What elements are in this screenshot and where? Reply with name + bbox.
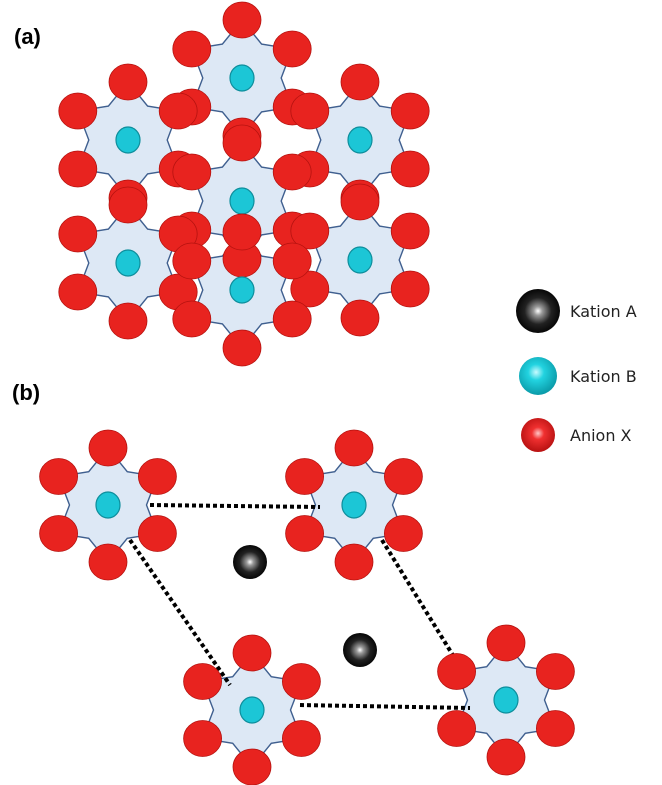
anion-x-a3 [222, 124, 262, 162]
anion-x-b0 [137, 458, 177, 495]
legend-marker-kation-b [519, 357, 557, 395]
anion-x-b1 [383, 515, 423, 552]
anion-x-b1 [285, 515, 325, 552]
anion-x-a6 [222, 329, 262, 367]
anion-x-a2 [340, 63, 380, 101]
anion-x-a5 [290, 270, 330, 308]
unit-cell-edge [149, 503, 321, 509]
anion-x-a3 [272, 153, 312, 191]
cation-a-0 [233, 545, 267, 579]
anion-x-a4 [108, 186, 148, 224]
anion-x-b0 [137, 515, 177, 552]
cation-b-b1 [341, 491, 367, 519]
anion-x-a2 [290, 92, 330, 130]
anion-x-b2 [232, 748, 272, 785]
anion-x-a3 [172, 153, 212, 191]
legend: Kation A Kation B Anion X [516, 289, 637, 452]
anion-x-a6 [272, 300, 312, 338]
anion-x-a1 [58, 150, 98, 188]
anion-x-a2 [390, 92, 430, 130]
legend-item-anion-x: Anion X [521, 418, 632, 452]
anion-x-a6 [272, 242, 312, 280]
cation-b-a4 [115, 249, 141, 277]
anion-x-b2 [281, 720, 321, 757]
panel-label-b: (b) [12, 380, 40, 405]
anion-x-b0 [39, 515, 78, 552]
anion-x-b0 [39, 458, 78, 495]
cation-b-b0 [95, 491, 121, 519]
anion-x-b2 [232, 634, 272, 672]
anion-x-b1 [383, 458, 423, 495]
anion-x-a5 [340, 299, 380, 337]
anion-x-b3 [536, 710, 575, 747]
anion-x-b1 [285, 458, 325, 495]
anion-x-b3 [437, 653, 477, 690]
cation-b-a1 [115, 126, 141, 154]
cation-b-a6 [229, 276, 255, 304]
anion-x-a6 [222, 213, 262, 251]
anion-x-a5 [290, 212, 330, 250]
anion-x-b3 [486, 738, 526, 776]
anion-x-a1 [58, 92, 98, 130]
legend-marker-kation-a [516, 289, 560, 333]
anion-x-a4 [58, 273, 98, 311]
anion-x-b2 [281, 663, 321, 700]
legend-label-kation-b: Kation B [570, 367, 637, 386]
anion-x-b1 [334, 429, 374, 467]
anion-x-b3 [486, 624, 526, 662]
unit-cell-edge [299, 703, 471, 710]
legend-label-kation-a: Kation A [570, 302, 637, 321]
cation-b-b3 [493, 686, 519, 714]
anion-x-b2 [183, 720, 223, 757]
anion-x-a0 [222, 1, 262, 39]
anion-x-b2 [183, 663, 223, 700]
cation-b-a3 [229, 187, 255, 215]
panel-label-a: (a) [14, 24, 41, 49]
anion-x-a5 [390, 212, 430, 250]
atoms-layer [39, 1, 575, 785]
anion-x-a6 [172, 242, 212, 280]
cation-b-a5 [347, 246, 373, 274]
cation-b-a2 [347, 126, 373, 154]
cation-b-b2 [239, 696, 265, 724]
anion-x-a4 [108, 302, 148, 340]
anion-x-a1 [158, 92, 198, 130]
legend-item-kation-a: Kation A [516, 289, 637, 333]
anion-x-a5 [390, 270, 430, 308]
legend-marker-anion-x [521, 418, 555, 452]
anion-x-a1 [108, 63, 148, 101]
cation-b-a0 [229, 64, 255, 92]
anion-x-a6 [172, 300, 212, 338]
cation-a-1 [343, 633, 377, 667]
anion-x-b0 [88, 543, 128, 581]
anion-x-b1 [334, 543, 374, 581]
unit-cell-outline [128, 503, 472, 710]
anion-x-b3 [437, 710, 477, 747]
anion-x-a0 [172, 30, 212, 68]
anion-x-b3 [536, 653, 575, 690]
anion-x-a2 [390, 150, 430, 188]
anion-x-b0 [88, 429, 128, 467]
anion-x-a0 [272, 30, 312, 68]
legend-item-kation-b: Kation B [519, 357, 637, 395]
anion-x-a5 [340, 183, 380, 221]
legend-label-anion-x: Anion X [570, 426, 632, 445]
anion-x-a4 [58, 215, 98, 253]
unit-cell-edge [128, 538, 232, 687]
